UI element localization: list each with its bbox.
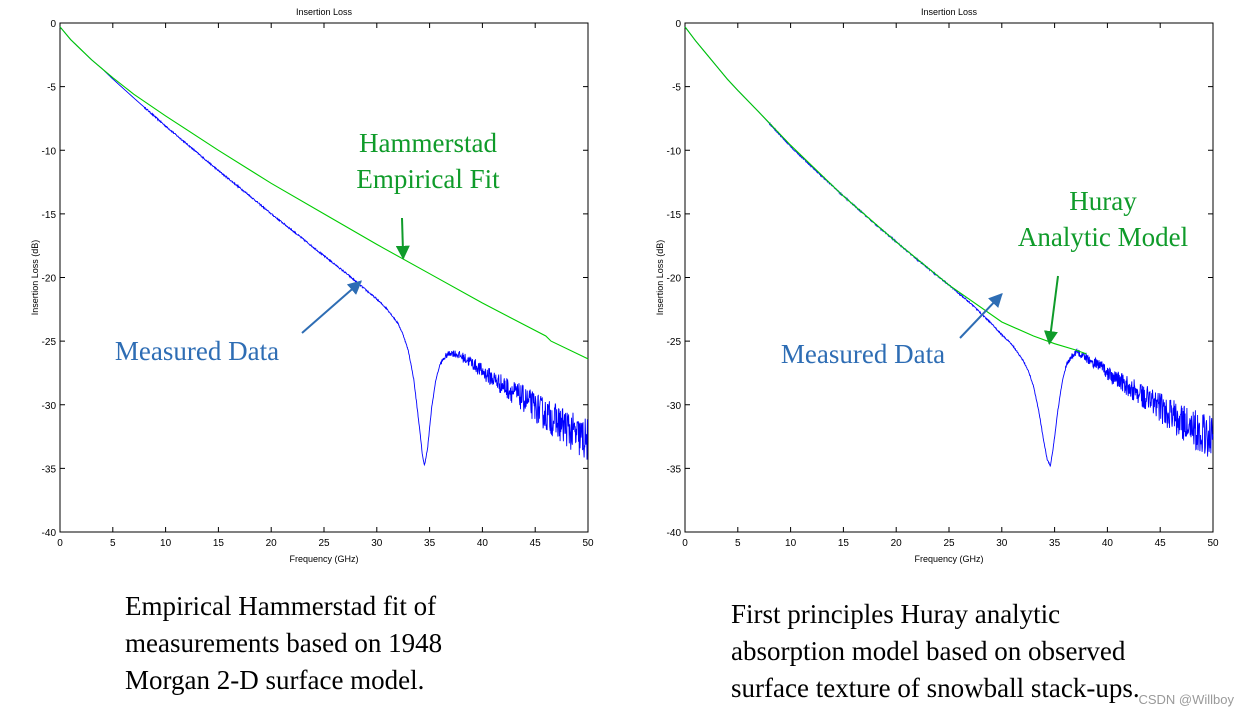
data-arrow (301, 280, 363, 334)
x-tick-label: 35 (424, 538, 436, 549)
model-label-line-2: Empirical Fit (356, 164, 500, 194)
caption-right-line-2: absorption model based on observed (731, 636, 1126, 666)
y-tick-label: -15 (667, 210, 682, 221)
y-tick-label: -10 (42, 146, 57, 157)
x-tick-label: 10 (160, 538, 172, 549)
x-tick-label: 50 (582, 538, 594, 549)
y-tick-label: 0 (50, 19, 56, 30)
x-tick-label: 0 (682, 538, 688, 549)
caption-left-line-2: measurements based on 1948 (125, 628, 443, 658)
caption-left: Empirical Hammerstad fit of measurements… (125, 588, 442, 699)
y-tick-label: -20 (667, 274, 682, 285)
y-tick-label: -40 (42, 528, 57, 539)
x-tick-label: 45 (530, 538, 542, 549)
chart-right: Insertion Loss 0 5 10 15 20 25 30 35 40 45 50 0 -5 -10… (655, 7, 1219, 564)
model-label-line-1: Hammerstad (359, 128, 497, 158)
y-tick-label: -30 (667, 401, 682, 412)
series-line-model (684, 26, 1087, 355)
y-tick-label: -10 (667, 146, 682, 157)
model-arrow (395, 217, 410, 260)
data-label: Measured Data (781, 339, 945, 369)
x-tick-label: 10 (785, 538, 797, 549)
y-axis-label: Insertion Loss (dB) (655, 240, 665, 316)
data-arrow (959, 293, 1003, 339)
chart-panel-right: Insertion Loss 0 5 10 15 20 25 30 35 40 45 50 0 -5 -10… (625, 0, 1250, 715)
x-tick-label: 45 (1155, 538, 1167, 549)
caption-right-line-3: surface texture of snowball stack-ups. (731, 673, 1140, 703)
y-tick-label: -20 (42, 274, 57, 285)
y-tick-label: -40 (667, 528, 682, 539)
x-tick-label: 15 (213, 538, 225, 549)
y-axis-label: Insertion Loss (dB) (30, 240, 40, 316)
y-tick-label: -30 (42, 401, 57, 412)
chart-panel-left: Insertion Loss 0 5 10 15 20 25 30 35 40 45 50 0 -5 -10… (30, 7, 594, 699)
x-tick-label: 15 (838, 538, 850, 549)
x-tick-label: 5 (110, 538, 116, 549)
y-tick-label: -5 (672, 83, 681, 94)
x-tick-label: 20 (891, 538, 903, 549)
x-tick-label: 20 (266, 538, 278, 549)
chart-left: Insertion Loss 0 5 10 15 20 25 30 35 40 45 50 0 -5 -10… (30, 7, 594, 564)
y-tick-label: -5 (47, 83, 56, 94)
model-label-line-2: Analytic Model (1018, 222, 1188, 252)
x-tick-label: 40 (477, 538, 489, 549)
model-arrow (1043, 275, 1059, 346)
x-tick-label: 50 (1207, 538, 1219, 549)
y-tick-label: -25 (667, 337, 682, 348)
series-line-measured (59, 26, 589, 467)
x-tick-label: 5 (735, 538, 741, 549)
x-axis-label: Frequency (GHz) (914, 554, 983, 564)
caption-left-line-3: Morgan 2-D surface model. (125, 665, 425, 695)
x-tick-label: 25 (318, 538, 330, 549)
plot-frame (684, 22, 1214, 533)
caption-right-line-1: First principles Huray analytic (731, 599, 1061, 629)
x-tick-label: 40 (1102, 538, 1114, 549)
caption-right: First principles Huray analytic absorpti… (731, 596, 1140, 707)
model-label-line-1: Huray (1069, 186, 1137, 216)
series-line-model (59, 26, 589, 360)
y-tick-label: 0 (675, 19, 681, 30)
watermark: CSDN @Willboy (1138, 692, 1234, 707)
x-tick-label: 35 (1049, 538, 1061, 549)
caption-left-line-1: Empirical Hammerstad fit of (125, 591, 437, 621)
plot-frame (59, 22, 589, 533)
x-tick-label: 25 (943, 538, 955, 549)
y-tick-label: -15 (42, 210, 57, 221)
chart-title: Insertion Loss (296, 7, 353, 17)
y-tick-label: -25 (42, 337, 57, 348)
y-tick-label: -35 (667, 464, 682, 475)
x-tick-label: 30 (996, 538, 1008, 549)
x-tick-label: 0 (57, 538, 63, 549)
data-label: Measured Data (115, 336, 279, 366)
chart-title: Insertion Loss (921, 7, 978, 17)
x-axis-label: Frequency (GHz) (289, 554, 358, 564)
x-tick-label: 30 (371, 538, 383, 549)
y-tick-label: -35 (42, 464, 57, 475)
